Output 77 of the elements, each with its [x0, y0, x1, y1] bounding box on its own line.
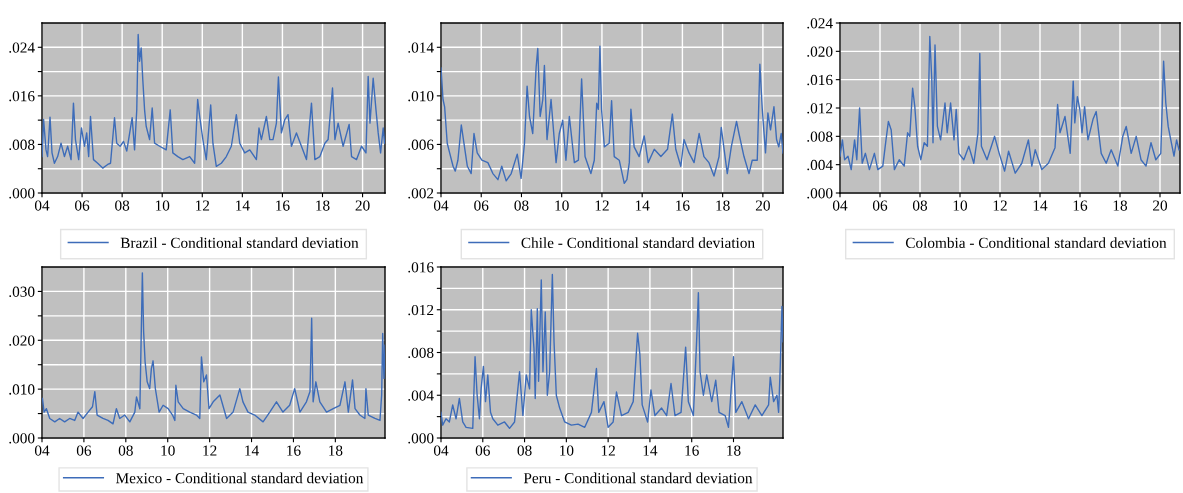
x-tick-label: 10: [560, 445, 574, 456]
x-tick-label: 16: [685, 445, 699, 456]
y-tick-label: .016: [408, 262, 434, 273]
x-tick-label: 06: [474, 200, 489, 211]
x-tick-label: 16: [676, 200, 690, 211]
x-tick-label: 06: [76, 445, 92, 456]
x-tick-label: 14: [635, 200, 650, 211]
y-tick-label: .024: [9, 42, 35, 53]
x-tick-label: 16: [1073, 200, 1088, 211]
line-series: [441, 45, 783, 184]
y-tick-label: .008: [9, 139, 35, 150]
x-tick-label: 14: [236, 200, 250, 211]
x-tick-label: 04: [433, 200, 449, 211]
x-tick-label: 14: [643, 445, 658, 456]
line-series: [441, 273, 783, 430]
line-series: [42, 272, 385, 425]
y-tick-label: .014: [408, 42, 434, 53]
line-series: [42, 33, 385, 169]
x-tick-label: 14: [245, 445, 259, 456]
x-tick-label: 10: [555, 200, 569, 211]
y-tick-label: .020: [807, 46, 833, 57]
x-tick-label: 16: [276, 200, 290, 211]
y-tick-label: .016: [9, 91, 35, 102]
y-tick-label: .024: [807, 18, 833, 29]
x-tick-label: 18: [329, 445, 343, 456]
x-tick-label: 12: [203, 445, 217, 456]
x-tick-label: 18: [727, 445, 741, 456]
x-tick-label: 12: [595, 200, 609, 211]
x-tick-label: 06: [872, 200, 888, 211]
y-tick-label: .000: [9, 188, 35, 199]
x-tick-label: 06: [475, 445, 490, 456]
x-tick-label: 10: [953, 200, 968, 211]
x-tick-label: 12: [993, 200, 1007, 211]
x-tick-label: 20: [355, 200, 370, 211]
x-tick-label: 20: [1153, 200, 1168, 211]
x-tick-label: 10: [155, 200, 170, 211]
x-tick-label: 18: [316, 200, 330, 211]
legend-label: Mexico - Conditional standard deviation: [116, 472, 364, 484]
x-tick-label: 18: [1113, 200, 1128, 211]
x-tick-label: 04: [34, 200, 50, 211]
x-tick-label: 14: [1033, 200, 1048, 211]
x-tick-label: 12: [601, 445, 615, 456]
x-tick-label: 06: [75, 200, 90, 211]
x-tick-label: 04: [832, 200, 848, 211]
y-tick-label: .020: [9, 335, 35, 346]
y-tick-label: .010: [9, 384, 35, 395]
legend-label: Brazil - Conditional standard deviation: [120, 237, 359, 249]
x-tick-label: 10: [161, 445, 175, 456]
x-tick-label: 08: [912, 200, 928, 211]
y-tick-label: .012: [807, 103, 833, 114]
y-tick-label: .004: [807, 159, 833, 171]
y-tick-label: .010: [408, 91, 434, 102]
y-tick-label: .016: [807, 74, 833, 86]
y-tick-label: .006: [408, 139, 434, 150]
legend-label: Chile - Conditional standard deviation: [521, 237, 755, 249]
x-tick-label: 08: [514, 200, 529, 211]
y-tick-label: .002: [408, 188, 434, 199]
x-tick-label: 08: [115, 200, 130, 211]
legend-label: Colombia - Conditional standard deviation: [905, 237, 1167, 249]
x-tick-label: 04: [433, 445, 449, 456]
legend-label: Peru - Conditional standard deviation: [523, 472, 753, 484]
x-tick-label: 18: [716, 200, 730, 211]
y-tick-label: .000: [807, 188, 833, 199]
y-tick-label: .030: [9, 286, 35, 297]
line-series: [840, 35, 1180, 174]
y-tick-label: .008: [408, 347, 434, 359]
x-tick-label: 12: [195, 200, 210, 211]
x-tick-label: 08: [118, 445, 133, 456]
x-tick-label: 20: [755, 200, 770, 211]
y-tick-label: .008: [807, 131, 833, 142]
x-tick-label: 04: [34, 445, 50, 456]
y-tick-label: .000: [408, 433, 434, 444]
y-tick-label: .000: [9, 433, 35, 444]
y-tick-label: .004: [408, 390, 434, 401]
x-tick-label: 16: [287, 445, 301, 456]
x-tick-label: 08: [517, 445, 532, 456]
y-tick-label: .012: [408, 304, 434, 316]
